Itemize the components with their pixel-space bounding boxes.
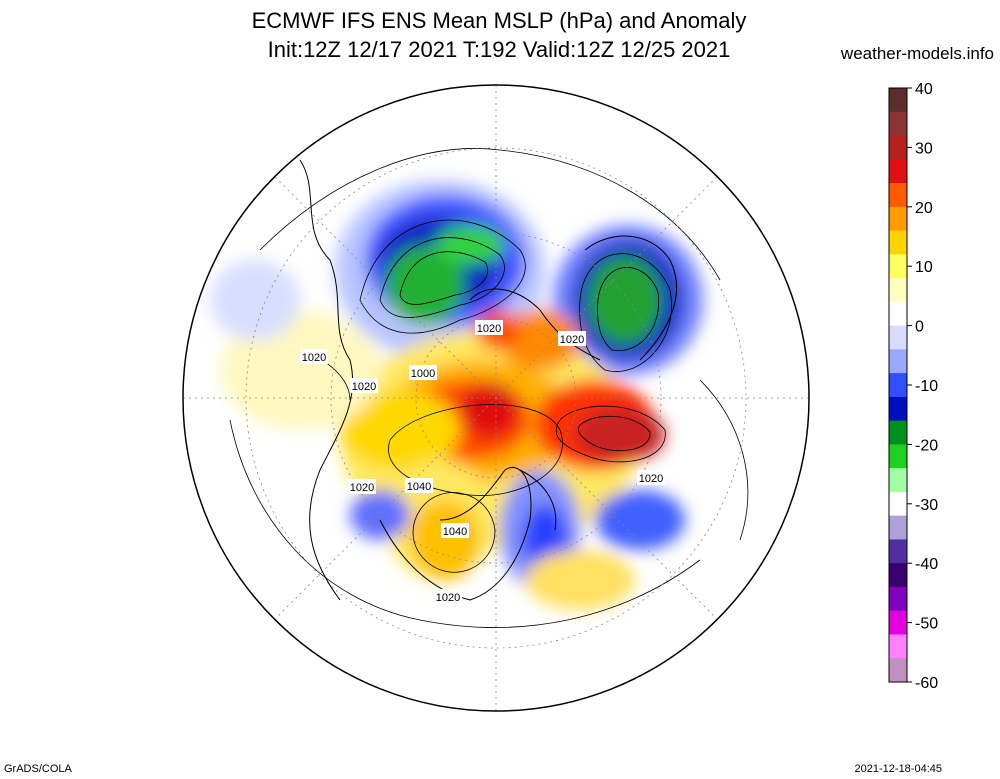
colorbar-tick-label: -20: [915, 437, 938, 454]
colorbar-segment: [889, 563, 907, 588]
colorbar-segment: [889, 206, 907, 232]
colorbar-tick-label: -40: [915, 556, 938, 573]
map-boundary: [182, 84, 810, 712]
colorbar-segment: [889, 420, 907, 445]
site-credit: weather-models.info: [840, 44, 994, 63]
contour-label: 1020: [350, 482, 374, 494]
footer-credit: GrADS/COLA: [4, 763, 72, 775]
colorbar-segment: [889, 539, 907, 564]
contour-label: 1020: [436, 592, 460, 604]
colorbar-segment: [889, 183, 907, 208]
colorbar-segment: [889, 491, 907, 517]
contour-label: 1020: [302, 352, 326, 364]
colorbar-segment: [889, 230, 907, 255]
colorbar-segment: [889, 349, 907, 374]
colorbar-segment: [889, 254, 907, 279]
colorbar-segment: [889, 301, 907, 327]
colorbar-tick-label: 10: [915, 259, 933, 276]
colorbar-segment: [889, 396, 907, 422]
map-title: ECMWF IFS ENS Mean MSLP (hPa) and Anomal…: [251, 8, 747, 33]
anomaly-shading: [210, 180, 703, 610]
colorbar-tick-label: -50: [915, 616, 938, 633]
contour-label: 1040: [407, 481, 431, 493]
colorbar-tick-label: -30: [915, 497, 938, 514]
colorbar-ticks: 40 30 20 10 0 -10 -20 -30 -40 -50 -60: [907, 81, 938, 692]
colorbar-tick-label: 30: [915, 140, 933, 157]
contour-label: 1020: [352, 381, 376, 393]
contour-label: 1020: [477, 323, 501, 335]
colorbar-tick-label: 0: [915, 319, 924, 336]
colorbar-segment: [889, 88, 907, 113]
colorbar-segments: [888, 87, 908, 683]
contour-label: 1040: [443, 526, 467, 538]
coastlines: [299, 159, 678, 601]
map-subtitle: Init:12Z 12/17 2021 T:192 Valid:12Z 12/2…: [267, 37, 731, 62]
contour-labels: 1020 1020 1020 1020 1000 1020 1020 1040 …: [300, 320, 665, 604]
colorbar-segment: [889, 135, 907, 160]
colorbar-tick-label: -10: [915, 378, 938, 395]
contour-label: 1000: [411, 368, 435, 380]
colorbar-segment: [889, 658, 907, 683]
colorbar-segment: [889, 468, 907, 493]
contour-label: 1020: [560, 334, 584, 346]
colorbar-segment: [889, 278, 907, 303]
colorbar-tick-label: -60: [915, 675, 938, 692]
colorbar-segment: [889, 444, 907, 469]
colorbar-segment: [889, 325, 907, 350]
colorbar-segment: [889, 111, 907, 137]
colorbar-segment: [889, 586, 907, 612]
colorbar-segment: [889, 515, 907, 540]
colorbar-segment: [889, 373, 907, 398]
colorbar-tick-label: 40: [915, 81, 933, 98]
colorbar-segment: [889, 159, 907, 184]
graticule: [183, 85, 809, 711]
colorbar-segment: [889, 610, 907, 635]
colorbar-segment: [889, 634, 907, 659]
contour-label: 1020: [639, 473, 663, 485]
footer-timestamp: 2021-12-18-04:45: [854, 763, 942, 775]
colorbar-tick-label: 20: [915, 200, 933, 217]
